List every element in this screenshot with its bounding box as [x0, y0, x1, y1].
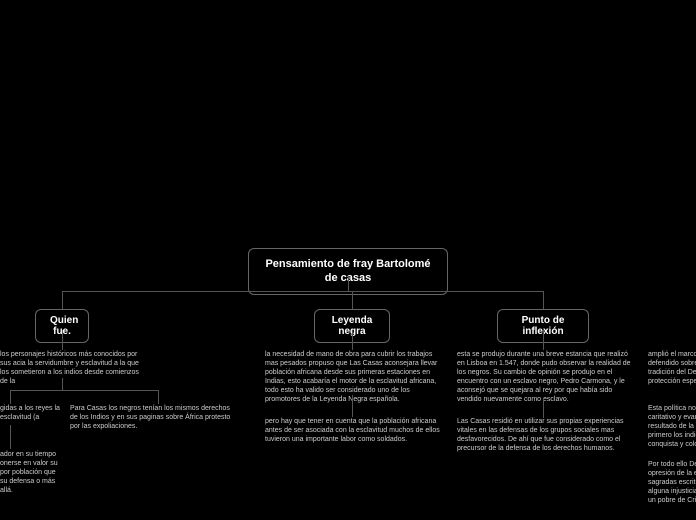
connector	[62, 378, 63, 390]
connector	[543, 330, 544, 350]
text-block: los personajes históricos más conocidos …	[0, 350, 145, 386]
connector	[352, 395, 353, 417]
connector	[62, 291, 543, 292]
connector	[10, 390, 158, 391]
connector	[543, 398, 544, 418]
connector	[10, 425, 11, 449]
text-block: pero hay que tener en cuenta que la pobl…	[265, 417, 443, 444]
text-block: Esta política no caritativo y evan resul…	[648, 404, 696, 449]
connector	[158, 390, 159, 404]
connector	[348, 276, 349, 291]
text-block: la necesidad de mano de obra para cubrir…	[265, 350, 443, 405]
text-block: amplió el marco d defendido sobre l trad…	[648, 350, 696, 386]
text-block: esta se produjo durante una breve estanc…	[457, 350, 635, 405]
text-block: Para Casas los negros tenían los mismos …	[70, 404, 235, 431]
text-block: gidas a los reyes la esclavitud (a	[0, 404, 60, 422]
connector	[10, 390, 11, 404]
branch-label: Quien fue.	[50, 315, 78, 337]
connector	[352, 291, 353, 309]
connector	[62, 291, 63, 309]
connector	[543, 291, 544, 309]
connector	[62, 330, 63, 350]
text-block: ador en su tiempo onerse en valor su por…	[0, 450, 60, 495]
text-block: Por todo ello De l opresión de la es sag…	[648, 460, 696, 505]
text-block: Las Casas residió en utilizar sus propia…	[457, 417, 635, 453]
connector	[352, 330, 353, 350]
